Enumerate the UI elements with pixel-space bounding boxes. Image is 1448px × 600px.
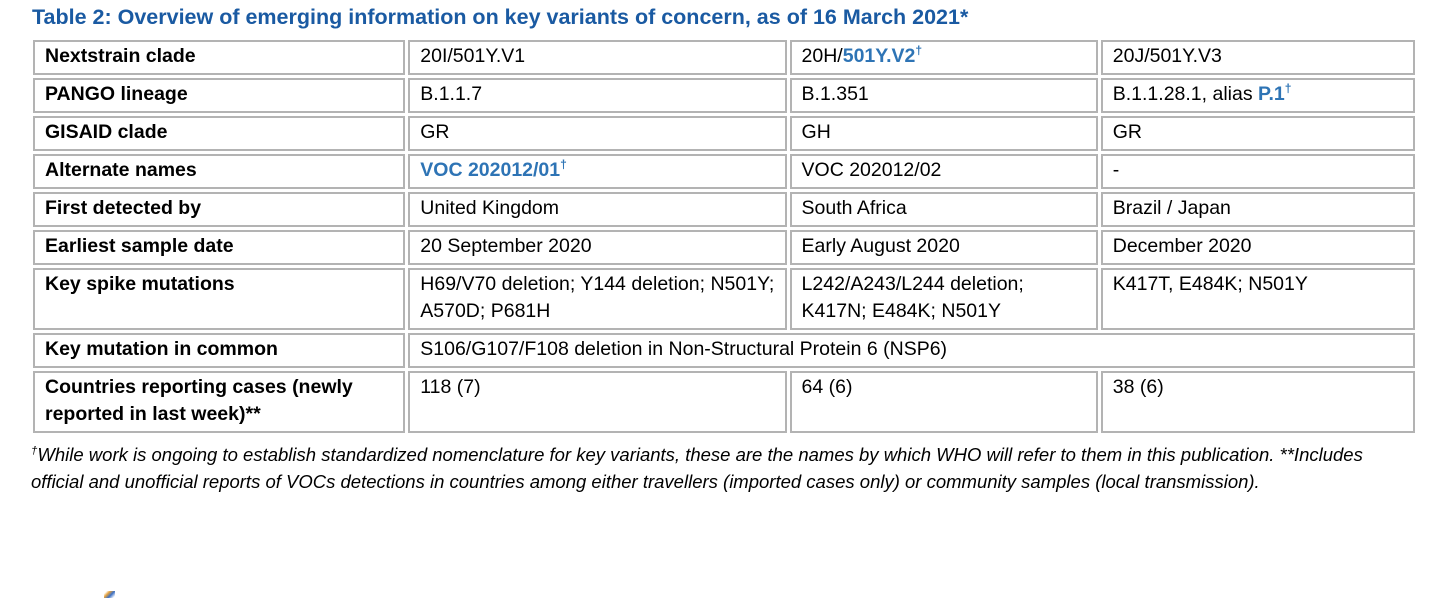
cell-pango-v1: B.1.1.7 [408,78,787,113]
cell-alternate-v3: - [1100,154,1415,189]
cell-detected-v2: South Africa [789,192,1098,227]
table-row-key-mutation-common: Key mutation in common S106/G107/F108 de… [33,333,1415,368]
table-title: Table 2: Overview of emerging informatio… [32,5,969,29]
dagger-superscript: † [31,444,38,457]
table-row-alternate-names: Alternate names VOC 202012/01† VOC 20201… [33,154,1415,189]
cell-detected-v3: Brazil / Japan [1100,192,1415,227]
cell-nextstrain-v1: 20I/501Y.V1 [408,40,787,75]
cell-detected-v1: United Kingdom [408,192,787,227]
cell-text: B.1.1.28.1, alias [1112,83,1259,105]
cell-alternate-v1: VOC 202012/01† [408,154,787,189]
cell-gisaid-v3: GR [1100,116,1415,151]
cell-gisaid-v2: GH [789,116,1098,151]
cell-alternate-v2: VOC 202012/02 [789,154,1098,189]
table-row-first-detected: First detected by United Kingdom South A… [33,192,1415,227]
cell-nextstrain-v3: 20J/501Y.V3 [1100,40,1415,75]
cell-spike-v1: H69/V70 deletion; Y144 deletion; N501Y; … [408,268,787,330]
cell-gisaid-v1: GR [408,116,787,151]
dagger-superscript: † [560,157,567,172]
screenshot-crop-artifact [104,591,115,598]
table-row-gisaid-clade: GISAID clade GR GH GR [33,116,1415,151]
table-row-countries-reporting: Countries reporting cases (newly reporte… [33,371,1415,433]
cell-earliest-v3: December 2020 [1100,230,1415,265]
cell-text-highlight: P.1 [1258,83,1285,105]
row-label-earliest-sample: Earliest sample date [33,230,406,265]
table-footnote: †While work is ongoing to establish stan… [31,442,1420,495]
cell-pango-v2: B.1.351 [789,78,1098,113]
row-label-first-detected: First detected by [33,192,406,227]
row-label-key-mutation-common: Key mutation in common [33,333,406,368]
cell-spike-v2: L242/A243/L244 deletion; K417N; E484K; N… [789,268,1098,330]
cell-text-highlight: VOC 202012/01 [420,159,561,181]
cell-spike-v3: K417T, E484K; N501Y [1100,268,1415,330]
row-label-key-spike-mutations: Key spike mutations [33,268,406,330]
row-label-alternate-names: Alternate names [33,154,406,189]
dagger-superscript: † [1284,81,1292,96]
cell-countries-v2: 64 (6) [789,371,1098,433]
cell-nextstrain-v2: 20H/501Y.V2† [789,40,1098,75]
cell-pango-v3: B.1.1.28.1, alias P.1† [1100,78,1415,113]
row-label-countries-reporting: Countries reporting cases (newly reporte… [33,371,406,433]
cell-countries-v1: 118 (7) [408,371,787,433]
row-label-nextstrain-clade: Nextstrain clade [33,40,406,75]
table-row-nextstrain-clade: Nextstrain clade 20I/501Y.V1 20H/501Y.V2… [33,40,1415,75]
document-page: Table 2: Overview of emerging informatio… [30,5,1420,495]
cell-earliest-v2: Early August 2020 [789,230,1098,265]
table-row-pango-lineage: PANGO lineage B.1.1.7 B.1.351 B.1.1.28.1… [33,78,1415,113]
cell-earliest-v1: 20 September 2020 [408,230,787,265]
table-row-earliest-sample: Earliest sample date 20 September 2020 E… [33,230,1415,265]
row-label-gisaid-clade: GISAID clade [33,116,406,151]
footnote-text: While work is ongoing to establish stand… [31,444,1363,492]
cell-common-mutation-span: S106/G107/F108 deletion in Non-Structura… [408,333,1415,368]
row-label-pango-lineage: PANGO lineage [33,78,406,113]
cell-text-highlight: 501Y.V2 [842,45,916,67]
cell-countries-v3: 38 (6) [1100,371,1415,433]
variants-of-concern-table: Nextstrain clade 20I/501Y.V1 20H/501Y.V2… [30,37,1418,436]
cell-text: 20H/ [801,45,843,67]
table-row-key-spike-mutations: Key spike mutations H69/V70 deletion; Y1… [33,268,1415,330]
dagger-superscript: † [915,43,923,58]
